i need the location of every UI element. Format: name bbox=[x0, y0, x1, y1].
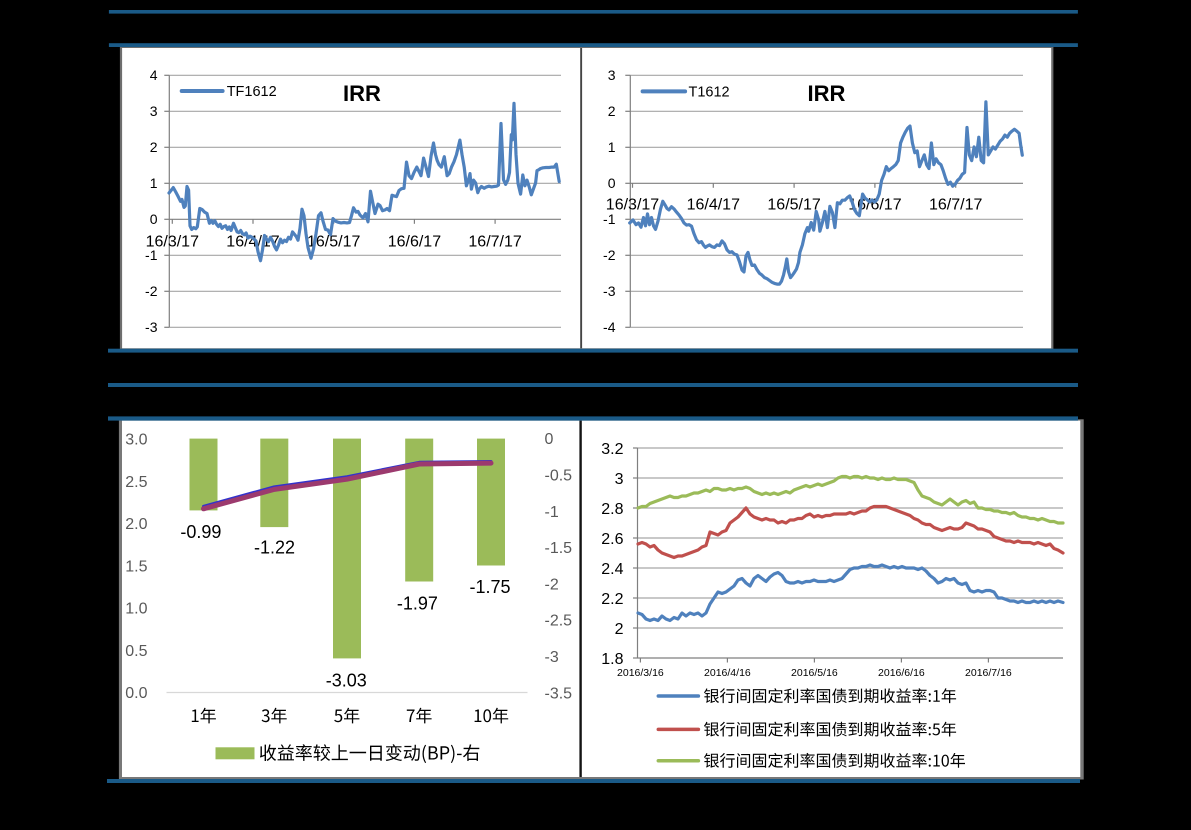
svg-text:4: 4 bbox=[150, 67, 158, 83]
svg-text:3.0: 3.0 bbox=[125, 432, 147, 449]
svg-text:-1: -1 bbox=[603, 211, 616, 227]
svg-text:0: 0 bbox=[150, 211, 158, 227]
svg-text:-2: -2 bbox=[145, 283, 158, 299]
svg-text:IRR: IRR bbox=[808, 81, 846, 106]
svg-text:2.6: 2.6 bbox=[601, 531, 623, 548]
svg-text:16/5/17: 16/5/17 bbox=[767, 197, 820, 214]
svg-text:1: 1 bbox=[608, 139, 616, 155]
svg-text:-3.03: -3.03 bbox=[326, 671, 367, 691]
svg-text:16/7/17: 16/7/17 bbox=[468, 234, 521, 251]
svg-text:0: 0 bbox=[545, 431, 554, 448]
svg-text:16/3/17: 16/3/17 bbox=[606, 197, 659, 214]
svg-text:2: 2 bbox=[615, 621, 624, 638]
svg-text:2.5: 2.5 bbox=[125, 474, 147, 491]
svg-text:2016/6/16: 2016/6/16 bbox=[878, 667, 925, 679]
svg-text:1.8: 1.8 bbox=[601, 651, 623, 668]
svg-text:16/6/17: 16/6/17 bbox=[388, 234, 441, 251]
svg-text:0.0: 0.0 bbox=[125, 685, 147, 702]
svg-text:-1: -1 bbox=[545, 504, 559, 521]
svg-text:-1.22: -1.22 bbox=[254, 538, 295, 558]
svg-text:IRR: IRR bbox=[343, 81, 381, 106]
svg-text:2.4: 2.4 bbox=[601, 561, 623, 578]
svg-text:TF1612: TF1612 bbox=[227, 84, 277, 100]
svg-text:2.0: 2.0 bbox=[125, 516, 147, 533]
svg-text:0.5: 0.5 bbox=[125, 643, 147, 660]
svg-text:16/4/17: 16/4/17 bbox=[687, 197, 740, 214]
svg-text:-1: -1 bbox=[145, 247, 158, 263]
svg-text:1.5: 1.5 bbox=[125, 558, 147, 575]
svg-text:2016/4/16: 2016/4/16 bbox=[704, 667, 751, 679]
svg-text:2.2: 2.2 bbox=[601, 591, 623, 608]
svg-text:16/7/17: 16/7/17 bbox=[929, 197, 982, 214]
svg-text:2016/7/16: 2016/7/16 bbox=[965, 667, 1012, 679]
svg-text:0: 0 bbox=[608, 175, 616, 191]
svg-text:3.2: 3.2 bbox=[601, 441, 623, 458]
svg-text:-3: -3 bbox=[545, 649, 559, 666]
svg-text:16/5/17: 16/5/17 bbox=[307, 234, 360, 251]
svg-text:-3.5: -3.5 bbox=[545, 685, 573, 702]
svg-text:-0.5: -0.5 bbox=[545, 468, 573, 485]
svg-text:2016/5/16: 2016/5/16 bbox=[791, 667, 838, 679]
svg-text:-0.99: -0.99 bbox=[180, 522, 221, 542]
svg-text:-3: -3 bbox=[603, 283, 616, 299]
svg-text:3: 3 bbox=[615, 471, 624, 488]
svg-text:3: 3 bbox=[608, 67, 616, 83]
svg-text:16/3/17: 16/3/17 bbox=[146, 234, 199, 251]
svg-text:2.8: 2.8 bbox=[601, 501, 623, 518]
svg-text:-1.75: -1.75 bbox=[469, 577, 510, 597]
svg-text:1: 1 bbox=[150, 175, 158, 191]
svg-text:2: 2 bbox=[150, 139, 158, 155]
svg-text:-2: -2 bbox=[603, 247, 616, 263]
svg-text:T1612: T1612 bbox=[689, 84, 730, 100]
svg-text:-1.5: -1.5 bbox=[545, 540, 573, 557]
svg-text:-4: -4 bbox=[603, 319, 616, 335]
svg-text:2016/3/16: 2016/3/16 bbox=[617, 667, 664, 679]
svg-text:-2.5: -2.5 bbox=[545, 613, 573, 630]
svg-text:-2: -2 bbox=[545, 576, 559, 593]
svg-text:3: 3 bbox=[150, 103, 158, 119]
svg-text:2: 2 bbox=[608, 103, 616, 119]
svg-text:1.0: 1.0 bbox=[125, 601, 147, 618]
svg-text:-1.97: -1.97 bbox=[397, 594, 438, 614]
svg-text:-3: -3 bbox=[145, 319, 158, 335]
